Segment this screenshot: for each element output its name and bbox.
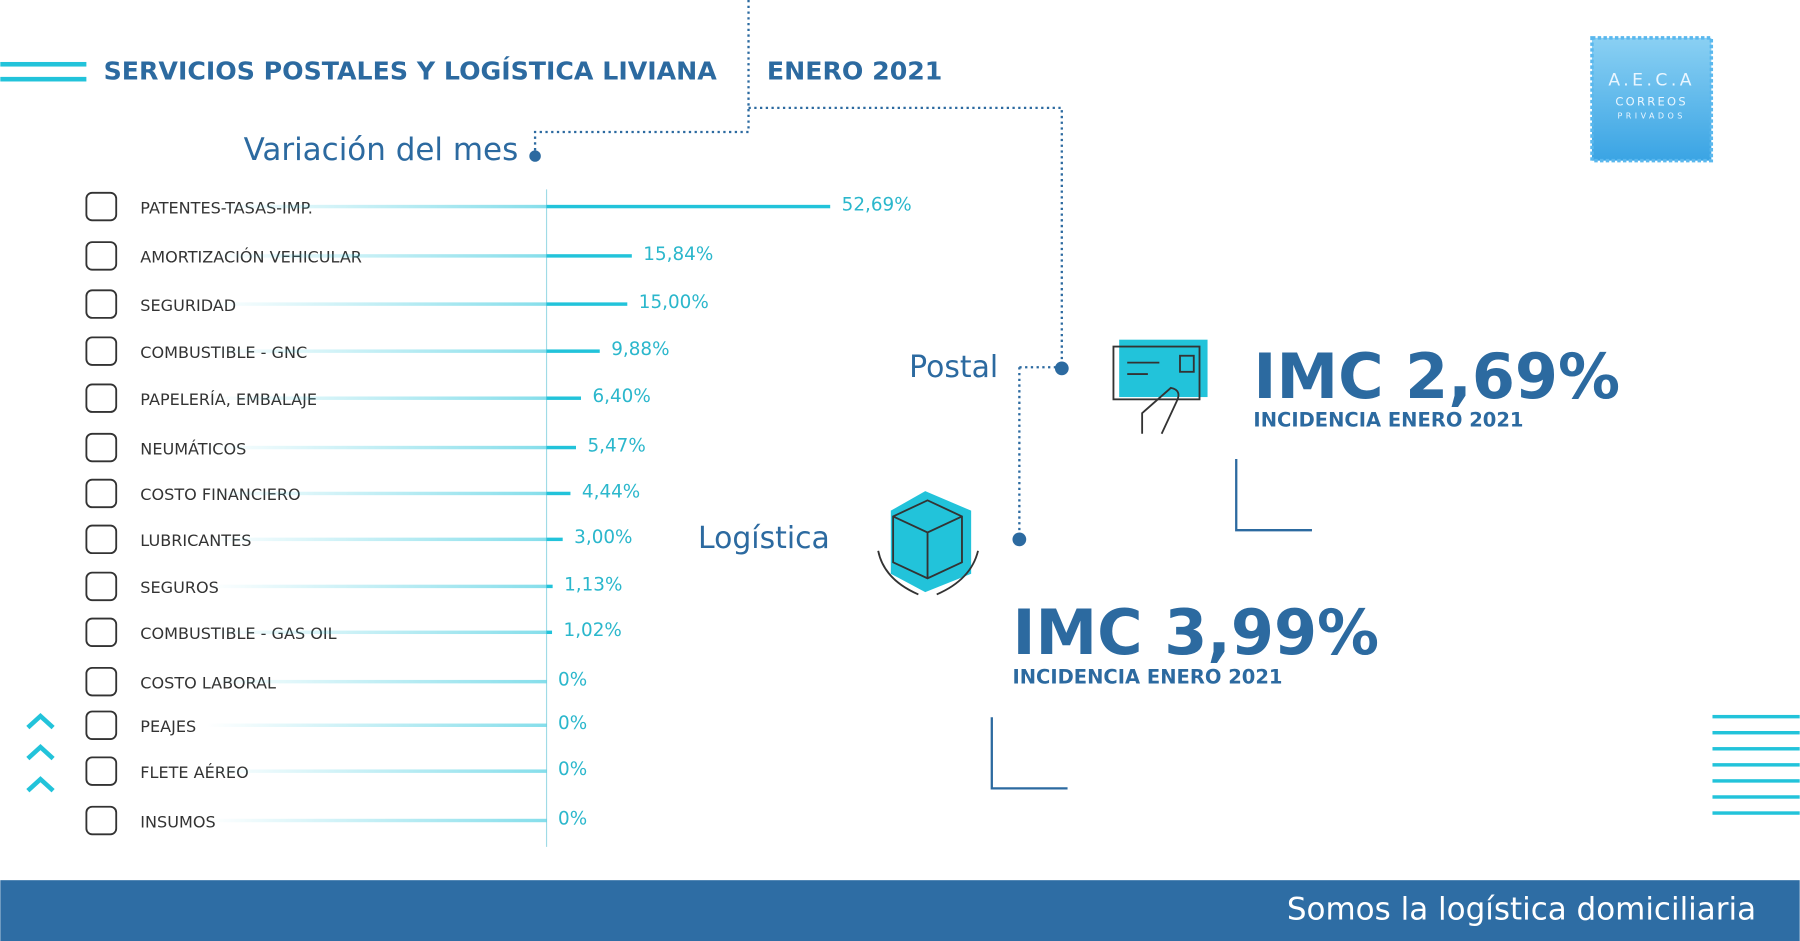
value-label: 52,69%: [842, 194, 912, 215]
postal-icon: [1112, 339, 1208, 435]
category-icon: [85, 383, 118, 413]
bar: [546, 349, 600, 353]
bar-lead: [206, 491, 547, 496]
category-icon: [85, 289, 118, 319]
category-icon: [85, 666, 118, 697]
bar-lead: [206, 679, 547, 684]
value-label: 0%: [558, 808, 587, 829]
category-icon: [85, 336, 118, 366]
category-icon: [85, 617, 118, 647]
category-icon: [85, 805, 118, 836]
bar-rows: PATENTES-TASAS-IMP.52,69%AMORTIZACIÓN VE…: [85, 191, 912, 836]
bar-lead: [206, 254, 547, 258]
postal-imc: IMC 2,69%: [1253, 340, 1620, 413]
bar-lead: [206, 537, 547, 542]
logistica-note: INCIDENCIA ENERO 2021: [1012, 666, 1282, 689]
corner-marks: [990, 459, 1312, 790]
bar: [546, 302, 628, 306]
category-icon: [85, 756, 118, 786]
value-label: 0%: [558, 759, 587, 780]
postal-note: INCIDENCIA ENERO 2021: [1253, 409, 1523, 432]
category-icon: [85, 571, 118, 602]
value-label: 9,88%: [611, 339, 669, 360]
bar-lead: [206, 302, 547, 306]
value-label: 0%: [558, 670, 587, 691]
bar-lead: [206, 584, 547, 589]
bar-lead: [206, 396, 547, 400]
category-label: NEUMÁTICOS: [140, 439, 246, 458]
header-title: SERVICIOS POSTALES Y LOGÍSTICA LIVIANA: [104, 56, 718, 85]
left-chevrons: [26, 712, 55, 793]
footer-text: Somos la logística domiciliaria: [1287, 892, 1756, 928]
header-stripes: [0, 61, 87, 82]
value-label: 15,84%: [643, 244, 713, 265]
bar: [546, 491, 571, 496]
logo: A.E.C.A CORREOS PRIVADOS: [1590, 36, 1714, 163]
logo-line1: CORREOS: [1615, 95, 1688, 109]
value-label: 5,47%: [587, 435, 645, 456]
logo-name: A.E.C.A: [1608, 70, 1695, 90]
bar-lead: [206, 723, 547, 727]
category-label: FLETE AÉREO: [140, 763, 248, 782]
category-label: SEGUROS: [140, 578, 218, 597]
category-icon: [85, 524, 118, 555]
category-icon: [85, 241, 118, 271]
bar: [546, 396, 582, 400]
category-icon: [85, 478, 118, 509]
bar: [546, 204, 831, 209]
bar: [546, 630, 553, 635]
logistica-label: Logística: [698, 521, 830, 556]
bar-lead: [206, 349, 547, 353]
category-icon: [85, 432, 118, 463]
bar-lead: [206, 818, 547, 823]
value-label: 1,13%: [564, 574, 622, 595]
bar-lead: [206, 769, 547, 773]
logistica-icon: [877, 491, 979, 596]
connectors: [529, 0, 1069, 547]
header-period: ENERO 2021: [767, 56, 943, 85]
bar-lead: [206, 204, 547, 209]
logistica-imc: IMC 3,99%: [1012, 596, 1379, 669]
value-label: 0%: [558, 713, 587, 734]
bar: [546, 537, 563, 542]
category-label: INSUMOS: [140, 812, 215, 831]
bar-lead: [206, 445, 547, 450]
value-label: 3,00%: [574, 527, 632, 548]
value-label: 4,44%: [582, 481, 640, 502]
chart-title: Variación del mes: [244, 132, 519, 168]
category-label: SEGURIDAD: [140, 296, 236, 315]
bar: [546, 445, 576, 450]
footer-bar: [0, 880, 1800, 941]
value-label: 1,02%: [564, 620, 622, 641]
bar: [546, 584, 553, 589]
category-label: PEAJES: [140, 717, 196, 736]
logo-line2: PRIVADOS: [1617, 111, 1685, 120]
bar-lead: [206, 630, 547, 635]
bar: [546, 254, 632, 258]
category-icon: [85, 191, 118, 222]
category-label: LUBRICANTES: [140, 531, 251, 550]
category-icon: [85, 710, 118, 740]
value-label: 6,40%: [592, 386, 650, 407]
postal-label: Postal: [909, 350, 998, 385]
value-label: 15,00%: [639, 292, 709, 313]
right-stripes: [1712, 714, 1800, 815]
